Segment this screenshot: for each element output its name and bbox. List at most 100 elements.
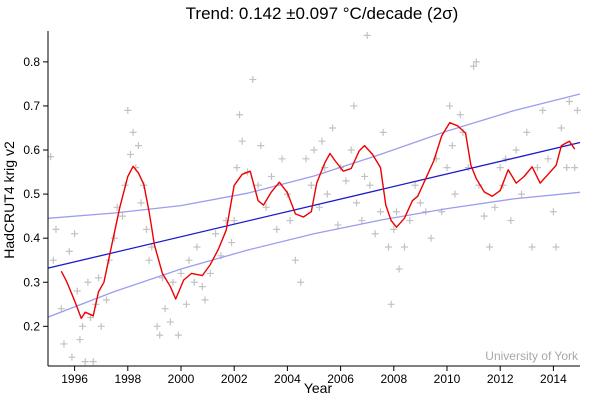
monthly-point bbox=[142, 225, 150, 233]
monthly-point bbox=[416, 199, 424, 207]
chart-title: Trend: 0.142 ±0.097 °C/decade (2σ) bbox=[186, 4, 459, 23]
monthly-point bbox=[111, 234, 118, 242]
monthly-point bbox=[571, 164, 579, 172]
monthly-point bbox=[84, 278, 92, 286]
monthly-point bbox=[507, 217, 515, 225]
monthly-point bbox=[347, 146, 355, 154]
y-tick-label: 0.3 bbox=[23, 275, 40, 289]
monthly-point bbox=[267, 172, 275, 180]
monthly-point bbox=[206, 269, 214, 277]
monthly-point bbox=[230, 217, 238, 225]
monthly-point bbox=[371, 230, 379, 238]
monthly-point bbox=[350, 102, 358, 110]
monthly-point bbox=[166, 318, 174, 326]
monthly-point bbox=[177, 269, 185, 277]
monthly-point bbox=[379, 128, 387, 136]
y-tick-label: 0.4 bbox=[23, 231, 40, 245]
monthly-point bbox=[212, 230, 220, 238]
monthly-point bbox=[201, 296, 209, 304]
monthly-point bbox=[323, 190, 331, 198]
monthly-point bbox=[307, 181, 315, 189]
monthly-point bbox=[73, 287, 81, 295]
monthly-point bbox=[257, 142, 265, 150]
monthly-point bbox=[480, 212, 488, 220]
monthly-point bbox=[544, 155, 552, 163]
monthly-point bbox=[342, 177, 350, 185]
monthly-point bbox=[539, 106, 547, 114]
monthly-point bbox=[406, 217, 414, 225]
monthly-point bbox=[443, 164, 451, 172]
monthly-point bbox=[254, 181, 262, 189]
monthly-point bbox=[358, 217, 366, 225]
monthly-point bbox=[512, 146, 520, 154]
monthly-point bbox=[49, 256, 57, 264]
monthly-point bbox=[315, 203, 323, 211]
x-axis: 1996 1998 2000 2002 2004 2006 2008 2010 2012 2014 bbox=[48, 365, 580, 386]
monthly-point bbox=[124, 106, 132, 114]
monthly-point bbox=[392, 208, 400, 216]
monthly-point bbox=[549, 208, 557, 216]
monthly-point bbox=[145, 256, 153, 264]
monthly-point bbox=[377, 208, 384, 216]
monthly-point bbox=[361, 172, 369, 180]
monthly-point bbox=[198, 283, 206, 291]
monthly-point bbox=[95, 274, 103, 282]
monthly-point bbox=[286, 217, 294, 225]
trend-line bbox=[47, 141, 581, 269]
monthly-point bbox=[129, 128, 137, 136]
monthly-point bbox=[390, 225, 398, 233]
monthly-point bbox=[52, 225, 60, 233]
monthly-point bbox=[278, 155, 286, 163]
x-axis-label: Year bbox=[304, 380, 333, 396]
monthly-point bbox=[496, 164, 504, 172]
monthly-point bbox=[387, 300, 395, 308]
monthly-point bbox=[451, 190, 459, 198]
x-tick-label: 2002 bbox=[221, 372, 248, 386]
monthly-point bbox=[273, 225, 281, 233]
monthly-point bbox=[366, 181, 374, 189]
monthly-point bbox=[76, 336, 84, 344]
monthly-point bbox=[71, 230, 79, 238]
monthly-point bbox=[103, 296, 111, 304]
x-tick-label: 2012 bbox=[487, 372, 514, 386]
monthly-point bbox=[472, 58, 480, 66]
monthly-point bbox=[97, 322, 105, 330]
monthly-point bbox=[557, 124, 565, 132]
monthly-point bbox=[238, 137, 246, 145]
monthly-point bbox=[190, 278, 198, 286]
monthly-point bbox=[153, 322, 161, 330]
y-axis-label: HadCRUT4 krig v2 bbox=[1, 141, 17, 259]
monthly-point bbox=[523, 128, 531, 136]
monthly-point bbox=[446, 102, 454, 110]
monthly-point bbox=[193, 243, 201, 251]
x-tick-label: 2014 bbox=[540, 372, 567, 386]
x-tick-label: 1996 bbox=[61, 372, 88, 386]
monthly-point bbox=[491, 203, 499, 211]
monthly-point bbox=[400, 243, 408, 251]
monthly-point bbox=[502, 155, 510, 163]
monthly-point bbox=[148, 243, 156, 251]
x-tick-label: 2004 bbox=[274, 372, 301, 386]
monthly-point bbox=[236, 111, 244, 119]
y-tick-label: 0.7 bbox=[23, 99, 40, 113]
monthly-point bbox=[60, 340, 68, 348]
monthly-point bbox=[57, 305, 65, 313]
monthly-point bbox=[486, 243, 494, 251]
monthly-point bbox=[297, 278, 305, 286]
y-axis: 0.2 0.3 0.4 0.5 0.6 0.7 0.8 bbox=[23, 31, 49, 366]
monthly-point bbox=[134, 142, 142, 150]
monthly-point bbox=[169, 278, 177, 286]
smoothed-line bbox=[60, 122, 576, 320]
monthly-point bbox=[573, 106, 581, 114]
monthly-point bbox=[448, 142, 456, 150]
confidence-lower-line bbox=[47, 191, 581, 318]
monthly-point bbox=[329, 124, 337, 132]
monthly-point bbox=[79, 322, 87, 330]
monthly-point bbox=[262, 203, 270, 211]
monthly-point bbox=[411, 181, 419, 189]
monthly-point bbox=[470, 62, 478, 70]
monthly-point bbox=[563, 164, 571, 172]
monthly-point bbox=[228, 239, 236, 247]
monthly-point bbox=[185, 256, 193, 264]
monthly-point bbox=[528, 243, 536, 251]
